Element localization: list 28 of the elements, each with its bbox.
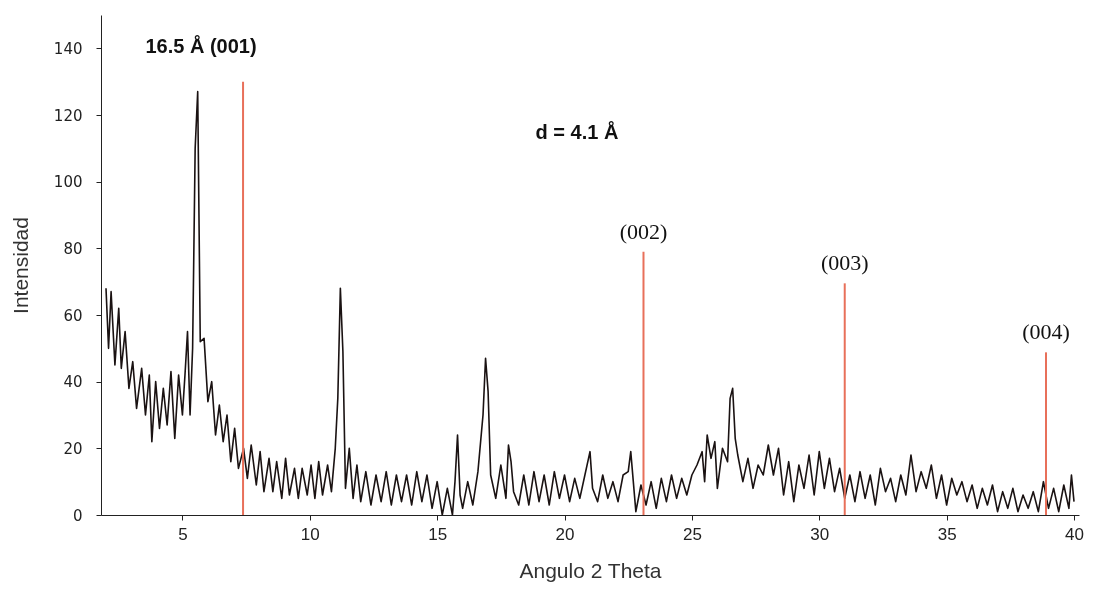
y-tick-label: 140: [53, 39, 83, 58]
annotation: (002): [619, 218, 668, 244]
y-axis-title: Intensidad: [8, 217, 32, 314]
y-tick-label: 20: [63, 439, 83, 458]
y-tick-label: 80: [63, 239, 83, 258]
x-tick-label: 10: [300, 524, 320, 544]
y-tick-label: 120: [53, 106, 83, 125]
annotation: (003): [820, 250, 869, 276]
x-tick-label: 30: [810, 524, 830, 544]
x-tick-label: 15: [428, 524, 448, 544]
bar: [1044, 352, 1047, 515]
x-axis-title: Angulo 2 Theta: [519, 558, 662, 582]
y-tick-label: 40: [63, 373, 83, 392]
annotation: d = 4.1 Å: [535, 120, 619, 143]
bar: [843, 283, 846, 515]
y-tick-label: 60: [63, 306, 83, 325]
x-tick-label: 35: [937, 524, 957, 544]
bar: [642, 251, 645, 515]
annotation: (004): [1022, 319, 1070, 345]
line-series: [105, 90, 1075, 515]
x-tick-label: 5: [178, 524, 188, 544]
y-tick-label: 0: [72, 506, 83, 525]
annotation: 16.5 Å (001): [145, 34, 257, 57]
bar: [242, 81, 245, 515]
x-tick-label: 40: [1065, 524, 1084, 544]
y-tick-label: 100: [53, 173, 83, 192]
x-tick-label: 25: [682, 524, 702, 544]
x-tick-label: 20: [555, 524, 575, 544]
